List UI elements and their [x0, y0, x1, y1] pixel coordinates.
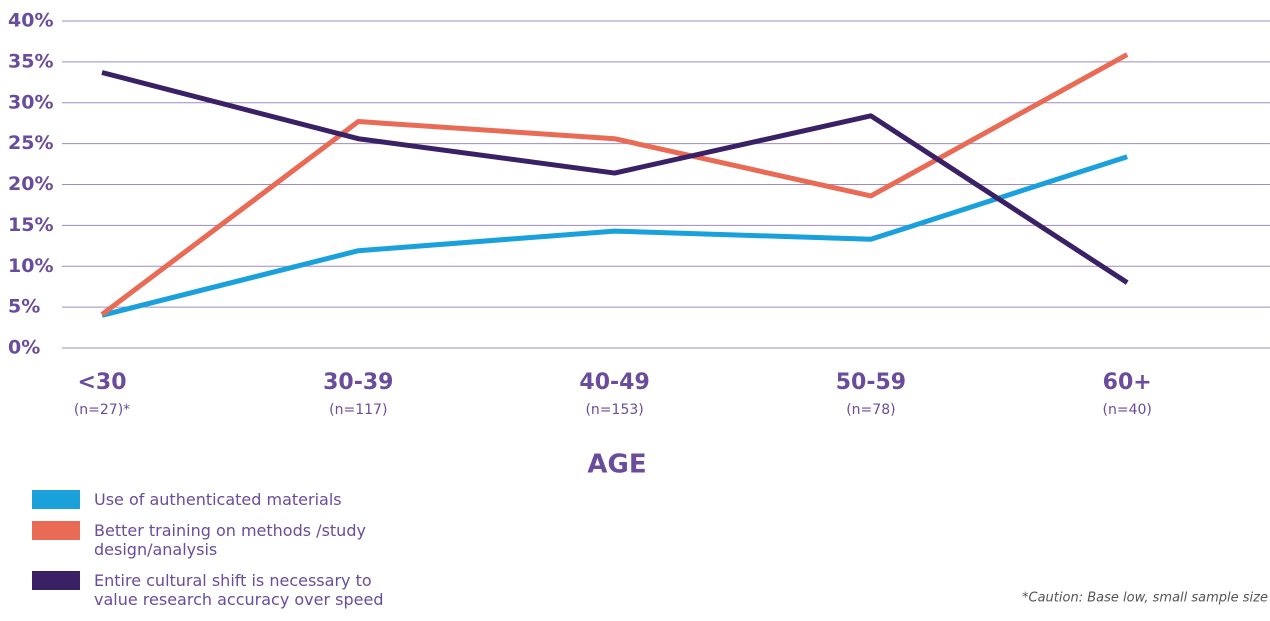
legend-swatch — [32, 571, 80, 590]
x-tick-note: (n=153) — [585, 402, 643, 418]
page: {"chart_data": {"type": "line", "categor… — [8, 9, 1270, 609]
legend-swatch — [32, 490, 80, 509]
footnote: *Caution: Base low, small sample size — [1022, 591, 1268, 606]
y-tick-label: 20% — [8, 173, 53, 195]
x-tick-label: <30 — [77, 370, 126, 395]
legend-item: Better training on methods /study design… — [32, 521, 404, 559]
legend-item: Use of authenticated materials — [32, 490, 404, 509]
chart: AGE *Caution: Base low, small sample siz… — [8, 10, 1270, 606]
y-tick-label: 5% — [8, 296, 40, 318]
x-tick-label: 30-39 — [323, 370, 393, 395]
x-tick-note: (n=78) — [846, 402, 895, 418]
x-tick-label: 60+ — [1103, 370, 1152, 395]
series-line — [101, 154, 1128, 318]
y-tick-label: 35% — [8, 50, 53, 72]
y-tick-label: 0% — [8, 337, 40, 359]
legend-item: Entire cultural shift is necessary to va… — [32, 571, 404, 609]
legend: Use of authenticated materials Better tra… — [32, 490, 404, 621]
y-tick-label: 15% — [8, 214, 53, 236]
series-line — [101, 70, 1129, 285]
x-axis-label: AGE — [587, 450, 646, 480]
legend-label: Entire cultural shift is necessary to va… — [94, 571, 384, 609]
legend-label: Better training on methods /study design… — [94, 521, 366, 559]
y-tick-label: 25% — [8, 132, 53, 154]
legend-swatch — [32, 521, 80, 540]
x-tick-note: (n=40) — [1103, 402, 1152, 418]
y-tick-label: 40% — [8, 10, 53, 32]
y-tick-label: 10% — [8, 255, 53, 277]
x-tick-label: 40-49 — [579, 370, 649, 395]
x-tick-note: (n=117) — [329, 402, 387, 418]
x-tick-note: (n=27)* — [74, 402, 130, 418]
legend-label: Use of authenticated materials — [94, 490, 342, 509]
y-tick-label: 30% — [8, 91, 53, 113]
x-tick-label: 50-59 — [836, 370, 906, 395]
series-line — [100, 52, 1129, 317]
